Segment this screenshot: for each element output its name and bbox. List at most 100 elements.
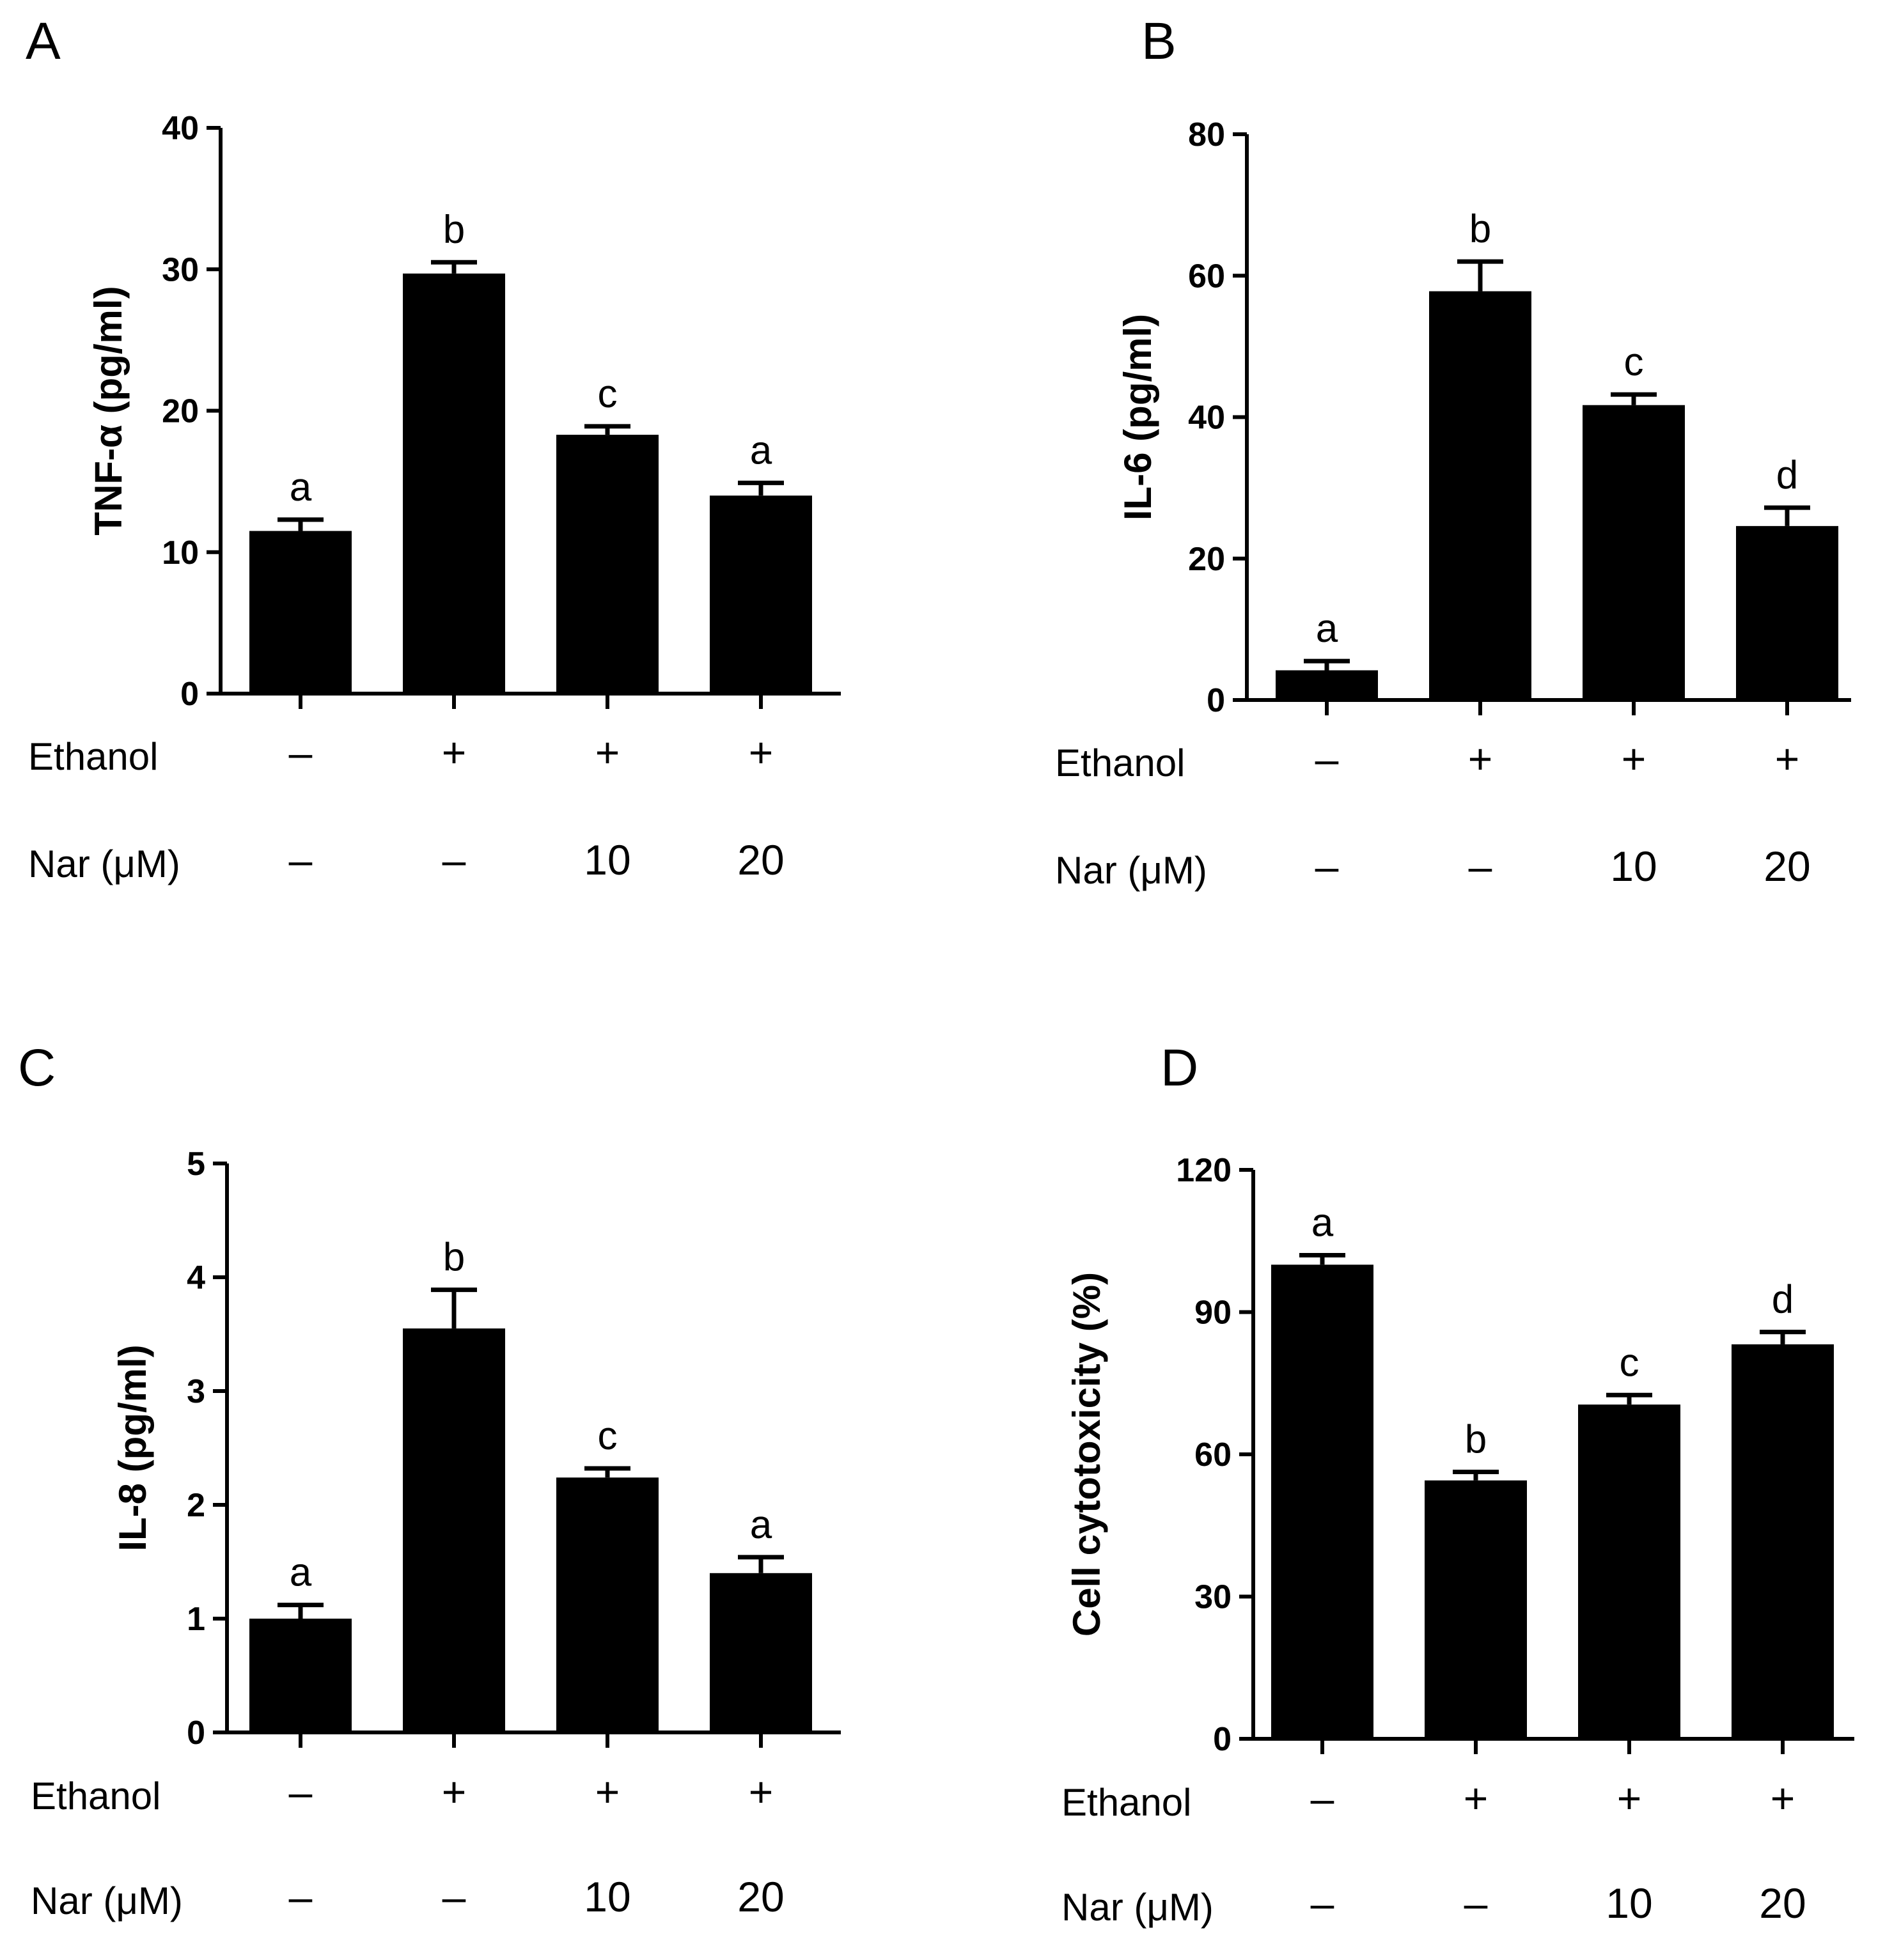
nar-value: 10 — [584, 1873, 630, 1920]
ethanol-value: – — [289, 1768, 313, 1816]
nar-value: – — [442, 1873, 466, 1920]
y-tick-label: 60 — [1194, 1436, 1232, 1474]
nar-value: – — [1311, 1879, 1334, 1927]
y-tick-label: 90 — [1194, 1295, 1232, 1332]
ethanol-value: + — [749, 1768, 774, 1816]
panel-letter: A — [26, 12, 61, 70]
y-axis-title: TNF-α (pg/ml) — [87, 286, 130, 535]
bar-3 — [1578, 1404, 1680, 1739]
y-axis-title: IL-6 (pg/ml) — [1116, 314, 1159, 520]
nar-row-label: Nar (μM) — [28, 843, 180, 885]
y-tick-label: 30 — [162, 251, 199, 288]
y-tick-label: 30 — [1194, 1579, 1232, 1616]
significance-label: a — [290, 465, 312, 509]
ethanol-value: + — [1464, 1775, 1489, 1822]
ethanol-value: + — [1468, 735, 1493, 782]
ethanol-value: + — [1771, 1775, 1795, 1822]
ethanol-row-label: Ethanol — [28, 735, 159, 778]
ethanol-value: + — [442, 1768, 467, 1816]
y-tick-label: 4 — [187, 1259, 205, 1296]
significance-label: c — [598, 1414, 618, 1458]
significance-label: b — [1465, 1417, 1487, 1461]
bar-1 — [249, 531, 352, 694]
nar-value: – — [1464, 1879, 1488, 1927]
significance-label: c — [598, 372, 618, 416]
ethanol-value: + — [1617, 1775, 1642, 1822]
panel-letter: B — [1141, 12, 1177, 70]
nar-value: 10 — [1606, 1879, 1652, 1927]
bar-3 — [556, 1477, 659, 1732]
ethanol-row-label: Ethanol — [31, 1775, 161, 1817]
y-tick-label: 3 — [187, 1373, 205, 1410]
ethanol-value: + — [595, 729, 620, 776]
nar-value: – — [289, 1873, 313, 1920]
panel-d: D 0 30 60 90 120 Cell cytotoxicity (%) a – – b + – c +… — [1061, 1039, 1854, 1929]
y-tick-label: 2 — [187, 1487, 205, 1524]
ethanol-value: – — [1315, 735, 1339, 782]
significance-label: c — [1624, 340, 1644, 384]
nar-value: – — [1469, 843, 1492, 890]
y-tick-label: 0 — [1213, 1721, 1232, 1758]
y-axis-title: Cell cytotoxicity (%) — [1065, 1272, 1108, 1637]
significance-label: b — [443, 208, 465, 252]
ethanol-row-label: Ethanol — [1055, 742, 1185, 784]
nar-value: 20 — [737, 1873, 784, 1920]
y-tick-label: 10 — [162, 534, 199, 572]
y-tick-label: 80 — [1188, 116, 1225, 153]
nar-value: 10 — [584, 836, 630, 883]
ethanol-value: – — [1311, 1775, 1334, 1822]
significance-label: a — [750, 428, 772, 472]
bar-2 — [1425, 1480, 1527, 1739]
bar-2 — [1429, 291, 1531, 700]
significance-label: b — [443, 1236, 465, 1280]
bar-1 — [1276, 670, 1378, 700]
y-tick-label: 60 — [1188, 258, 1225, 295]
bar-4 — [1736, 525, 1838, 700]
significance-label: c — [1620, 1341, 1639, 1385]
significance-label: a — [290, 1551, 312, 1595]
y-tick-label: 20 — [1188, 541, 1225, 578]
y-tick-label: 0 — [187, 1715, 205, 1752]
nar-row-label: Nar (μM) — [1055, 849, 1207, 892]
y-tick-label: 40 — [162, 110, 199, 147]
bar-2 — [403, 273, 505, 694]
ethanol-value: + — [1775, 735, 1800, 782]
ethanol-value: + — [595, 1768, 620, 1816]
ethanol-value: + — [442, 729, 467, 776]
bar-4 — [710, 495, 812, 694]
nar-value: – — [1315, 843, 1339, 890]
significance-label: a — [1316, 607, 1338, 651]
y-tick-label: 40 — [1188, 400, 1225, 437]
nar-value: – — [442, 836, 466, 883]
nar-value: 20 — [737, 836, 784, 883]
y-axis-title: IL-8 (pg/ml) — [111, 1344, 154, 1551]
significance-label: d — [1772, 1278, 1794, 1322]
bar-4 — [1732, 1344, 1834, 1739]
ethanol-row-label: Ethanol — [1061, 1781, 1192, 1824]
y-tick-label: 20 — [162, 393, 199, 430]
nar-value: 10 — [1610, 843, 1657, 890]
bar-3 — [556, 435, 659, 694]
panel-b: B 0 20 40 60 80 IL-6 (pg/ml) a – – b + – c +10 d +20 Etha… — [1055, 12, 1851, 892]
bar-2 — [403, 1328, 505, 1732]
nar-value: 20 — [1759, 1879, 1806, 1927]
bar-4 — [710, 1573, 812, 1732]
y-tick-label: 1 — [187, 1601, 205, 1638]
panel-a: A 0 10 20 30 40 TNF-α (pg/ml) a – – b + – c +10 a +20 Eth… — [26, 12, 841, 885]
significance-label: d — [1776, 453, 1798, 497]
nar-row-label: Nar (μM) — [1061, 1886, 1214, 1929]
panel-c: C 0 1 2 3 4 5 IL-8 (pg/ml) a – – b + – c +10 a +20 Ethanol… — [18, 1039, 841, 1922]
y-tick-label: 120 — [1176, 1152, 1232, 1189]
bar-3 — [1583, 405, 1685, 700]
y-tick-label: 5 — [187, 1146, 205, 1183]
significance-label: a — [1311, 1201, 1334, 1245]
panel-letter: D — [1161, 1039, 1198, 1097]
ethanol-value: – — [289, 729, 313, 776]
y-tick-label: 0 — [1207, 682, 1225, 719]
bar-1 — [1271, 1264, 1373, 1739]
panel-letter: C — [18, 1039, 56, 1097]
bar-1 — [249, 1619, 352, 1732]
significance-label: a — [750, 1503, 772, 1547]
y-tick-label: 0 — [180, 676, 199, 713]
